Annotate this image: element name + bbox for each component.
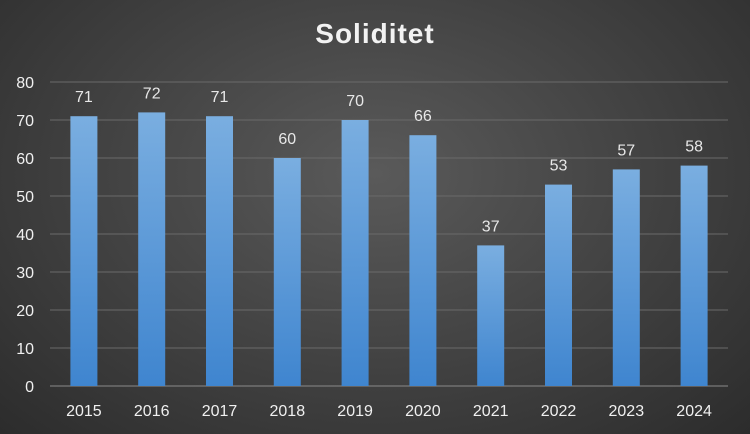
x-tick-label: 2017 [202, 403, 238, 420]
y-tick-label: 80 [16, 75, 34, 92]
y-tick-label: 0 [25, 379, 34, 396]
data-labels: 71 72 71 60 70 66 37 53 57 58 [75, 85, 703, 235]
x-tick-label: 2018 [270, 403, 306, 420]
x-tick-label: 2024 [676, 403, 712, 420]
y-tick-label: 30 [16, 265, 34, 282]
bar-2020 [409, 135, 437, 386]
data-label: 53 [550, 158, 568, 175]
data-label: 71 [211, 89, 229, 106]
data-label: 58 [685, 139, 703, 156]
y-tick-label: 70 [16, 113, 34, 130]
bar-2016 [138, 112, 166, 387]
bar-2022 [545, 184, 572, 386]
y-tick-label: 50 [16, 189, 34, 206]
y-tick-label: 10 [16, 341, 34, 358]
y-tick-label: 40 [16, 227, 34, 244]
data-label: 70 [346, 93, 364, 110]
bar-2015 [70, 116, 98, 386]
data-label: 72 [143, 85, 161, 102]
bar-2024 [680, 165, 708, 386]
bars [70, 112, 708, 387]
x-tick-label: 2022 [541, 403, 577, 420]
bar-2021 [477, 245, 505, 386]
x-axis-ticks: 2015 2016 2017 2018 2019 2020 2021 2022 2023 2024 [66, 403, 712, 420]
x-tick-label: 2020 [405, 403, 441, 420]
bar-2017 [206, 116, 233, 386]
bar-2023 [612, 169, 640, 386]
data-label: 60 [278, 131, 296, 148]
x-tick-label: 2023 [609, 403, 645, 420]
bar-2018 [273, 158, 301, 386]
data-label: 71 [75, 89, 93, 106]
y-axis-ticks: 0 10 20 30 40 50 60 70 80 [16, 75, 34, 396]
y-tick-label: 20 [16, 303, 34, 320]
data-label: 66 [414, 108, 432, 125]
data-label: 37 [482, 218, 500, 235]
x-tick-label: 2019 [337, 403, 373, 420]
chart-title: Soliditet [315, 18, 435, 49]
x-tick-label: 2021 [473, 403, 509, 420]
data-label: 57 [617, 142, 635, 159]
bar-2019 [341, 120, 369, 386]
y-tick-label: 60 [16, 151, 34, 168]
x-tick-label: 2015 [66, 403, 102, 420]
x-tick-label: 2016 [134, 403, 170, 420]
